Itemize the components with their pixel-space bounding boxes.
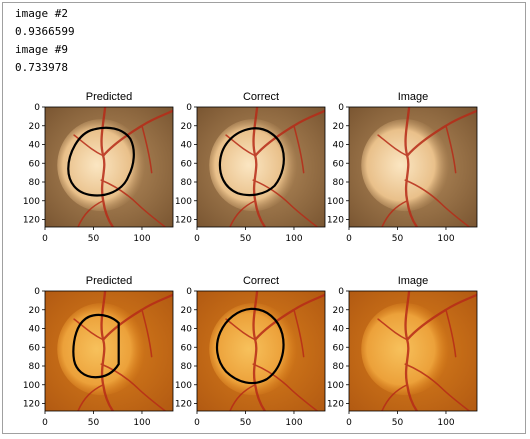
y-tick-label: 0 (34, 287, 40, 297)
panel-correct-image-2: 0 20 40 60 80 100 120 0 50 100 (165, 105, 335, 255)
y-tick-label: 120 (23, 400, 40, 410)
x-tick-label: 0 (346, 234, 352, 244)
y-tick-label: 20 (181, 306, 193, 316)
output-line-image-label-1: image #2 (15, 7, 68, 21)
y-tick-label: 120 (23, 216, 40, 226)
y-tick-label: 80 (181, 362, 193, 372)
y-tick-label: 40 (181, 325, 193, 335)
y-tick-label: 40 (29, 325, 41, 335)
y-tick-label: 120 (327, 400, 344, 410)
y-tick-label: 100 (23, 381, 40, 391)
x-tick-label: 50 (240, 418, 252, 428)
output-line-score-1: 0.9366599 (15, 25, 75, 39)
y-tick-label: 0 (34, 103, 40, 113)
y-tick-label: 100 (175, 197, 192, 207)
y-tick-label: 100 (327, 381, 344, 391)
y-tick-label: 0 (338, 287, 344, 297)
y-tick-label: 60 (29, 159, 41, 169)
panel-title-correct-2: Correct (201, 275, 321, 287)
y-tick-label: 80 (333, 362, 345, 372)
panel-title-correct: Correct (201, 91, 321, 103)
y-tick-label: 120 (175, 400, 192, 410)
y-tick-label: 60 (29, 343, 41, 353)
x-tick-label: 100 (437, 234, 454, 244)
y-tick-label: 40 (29, 141, 41, 151)
x-tick-label: 100 (133, 418, 150, 428)
x-tick-label: 0 (194, 418, 200, 428)
y-tick-label: 80 (29, 362, 41, 372)
y-tick-label: 0 (338, 103, 344, 113)
x-tick-label: 100 (437, 418, 454, 428)
x-tick-label: 100 (285, 418, 302, 428)
y-tick-label: 20 (29, 306, 41, 316)
panel-predicted-image-9: 0 20 40 60 80 100 120 0 50 100 (13, 289, 183, 439)
y-tick-label: 120 (175, 216, 192, 226)
y-tick-label: 40 (333, 325, 345, 335)
panel-image-2: 0 20 40 60 80 100 120 0 50 100 (317, 105, 487, 255)
y-tick-label: 20 (333, 122, 345, 132)
panel-image-9: 0 20 40 60 80 100 120 0 50 100 (317, 289, 487, 439)
x-tick-label: 0 (42, 418, 48, 428)
x-tick-label: 50 (88, 234, 100, 244)
panel-predicted-image-2: 0 20 40 60 80 100 120 0 50 100 (13, 105, 183, 255)
y-tick-label: 20 (181, 122, 193, 132)
y-tick-label: 100 (23, 197, 40, 207)
y-tick-label: 40 (333, 141, 345, 151)
x-tick-label: 50 (392, 234, 404, 244)
x-tick-label: 0 (346, 418, 352, 428)
x-tick-label: 100 (285, 234, 302, 244)
panel-title-image: Image (353, 91, 473, 103)
panel-correct-image-9: 0 20 40 60 80 100 120 0 50 100 (165, 289, 335, 439)
y-tick-label: 80 (333, 178, 345, 188)
x-tick-label: 0 (194, 234, 200, 244)
y-tick-label: 60 (181, 159, 193, 169)
y-tick-label: 80 (181, 178, 193, 188)
x-tick-label: 50 (392, 418, 404, 428)
x-tick-label: 50 (88, 418, 100, 428)
panel-title-image-2: Image (353, 275, 473, 287)
x-tick-label: 0 (42, 234, 48, 244)
y-tick-label: 20 (333, 306, 345, 316)
x-tick-label: 50 (240, 234, 252, 244)
y-tick-label: 60 (333, 343, 345, 353)
output-line-image-label-2: image #9 (15, 43, 68, 57)
x-tick-label: 100 (133, 234, 150, 244)
y-tick-label: 100 (175, 381, 192, 391)
panel-title-predicted: Predicted (49, 91, 169, 103)
y-tick-label: 20 (29, 122, 41, 132)
y-tick-label: 60 (181, 343, 193, 353)
notebook-output-cell: image #2 0.9366599 image #9 0.733978 Pre… (2, 2, 526, 434)
panel-title-predicted-2: Predicted (49, 275, 169, 287)
y-tick-label: 100 (327, 197, 344, 207)
y-tick-label: 60 (333, 159, 345, 169)
y-tick-label: 120 (327, 216, 344, 226)
output-line-score-2: 0.733978 (15, 61, 68, 75)
y-tick-label: 0 (186, 103, 192, 113)
y-tick-label: 40 (181, 141, 193, 151)
y-tick-label: 80 (29, 178, 41, 188)
y-tick-label: 0 (186, 287, 192, 297)
